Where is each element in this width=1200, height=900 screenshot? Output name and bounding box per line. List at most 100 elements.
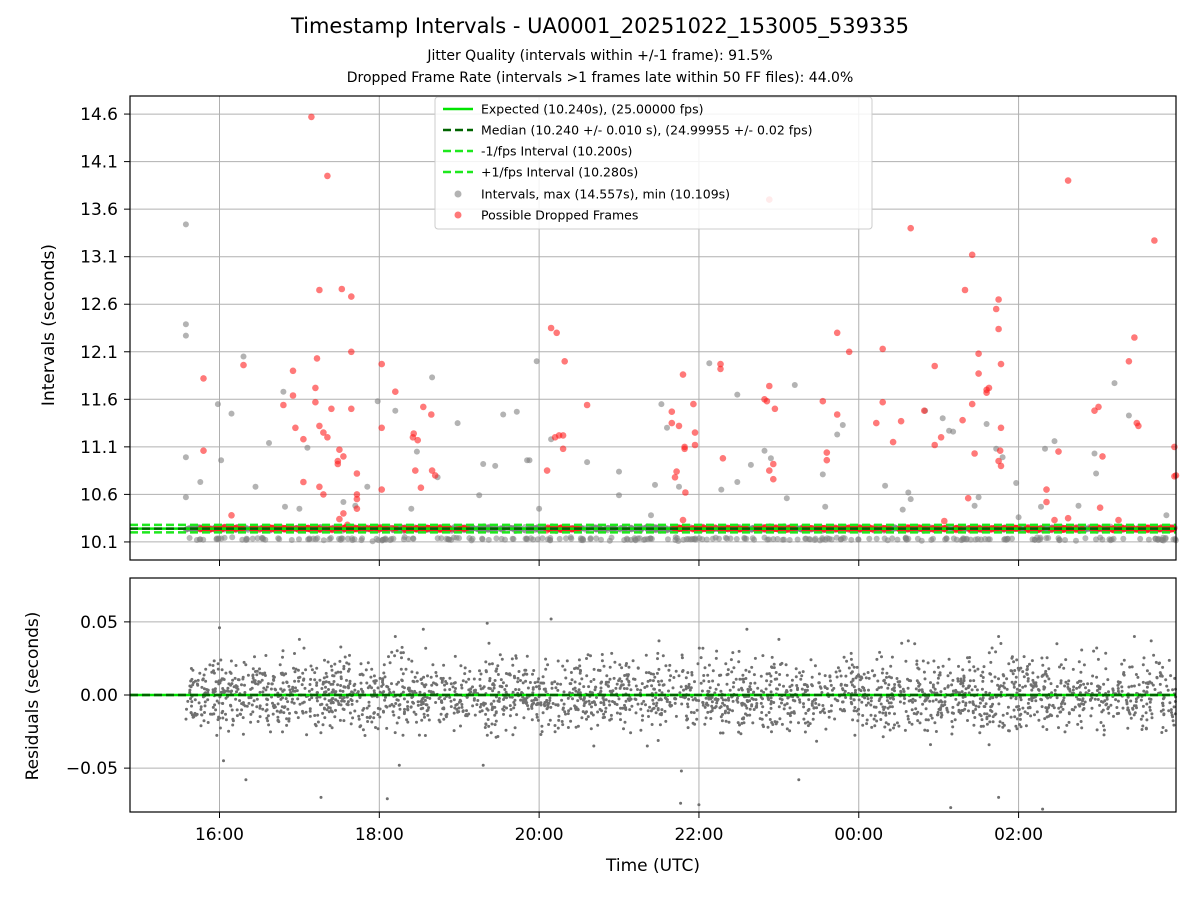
residual-point [719, 673, 723, 677]
residual-point [929, 689, 933, 693]
residual-point [290, 700, 294, 704]
residual-point [600, 709, 604, 713]
residual-point [460, 703, 464, 706]
residual-point [535, 713, 539, 716]
residual-point [956, 677, 960, 681]
residual-point [691, 721, 695, 725]
residual-point [1035, 710, 1039, 714]
residual-point [761, 654, 765, 658]
residual-point [950, 720, 954, 723]
residual-point [486, 718, 490, 721]
residual-point [640, 702, 644, 706]
residual-point [514, 654, 518, 658]
dropped-frame-point [334, 457, 342, 465]
residual-point [1052, 706, 1056, 710]
y-tick-label-9: 14.6 [80, 105, 118, 125]
residual-point [589, 711, 593, 715]
residual-point [531, 691, 535, 695]
dropped-frame-point [668, 408, 676, 416]
residual-point [861, 714, 865, 717]
residual-point [872, 674, 876, 678]
residual-point [553, 730, 557, 734]
residual-point [479, 702, 483, 706]
residual-point [634, 684, 638, 688]
residual-point [411, 679, 415, 683]
residual-point [426, 674, 429, 678]
residual-point [400, 645, 404, 649]
residual-point [849, 657, 853, 661]
dropped-frame-point [975, 350, 982, 358]
residual-point [861, 723, 865, 727]
interval-point [408, 505, 415, 512]
residual-point [783, 703, 787, 707]
residual-point [211, 664, 215, 667]
dropped-frame-point [921, 407, 928, 415]
dropped-frame-point [679, 516, 687, 524]
residual-point [484, 660, 488, 664]
residual-point [689, 710, 693, 714]
interval-low-point [373, 535, 380, 542]
residual-point [439, 676, 443, 680]
interval-low-point [685, 536, 692, 542]
residual-point [1134, 673, 1138, 676]
residual-point [1062, 696, 1066, 700]
residual-point [316, 720, 320, 724]
interval-point [1042, 445, 1048, 452]
residual-point [540, 724, 544, 728]
residual-point [624, 706, 628, 710]
residual-point [851, 718, 855, 722]
residual-point [285, 680, 289, 684]
residual-point [686, 702, 689, 706]
residual-point [498, 653, 502, 657]
y-tick-label-2: 11.1 [80, 438, 118, 458]
residual-point [536, 680, 540, 684]
residual-point [229, 671, 233, 675]
residual-point [419, 707, 423, 711]
residual-point [1150, 716, 1154, 720]
residual-point [1033, 713, 1036, 717]
intervals-panel: 10.110.611.111.612.112.613.113.614.114.6… [39, 95, 1180, 566]
residual-point [448, 688, 452, 691]
interval-low-point [741, 534, 748, 541]
residual-point [454, 687, 457, 690]
residual-point [690, 671, 694, 674]
residual-point [594, 703, 597, 707]
residual-point [810, 675, 814, 679]
residual-point [348, 711, 352, 715]
residual-point [285, 723, 289, 727]
residual-point [1026, 665, 1029, 668]
residual-point [339, 670, 343, 674]
interval-low-point [567, 534, 574, 541]
interval-point [492, 462, 499, 469]
residual-point [828, 679, 832, 683]
residual-point [212, 669, 215, 673]
residual-point [885, 671, 889, 675]
residual-point [1160, 731, 1164, 734]
interval-low-point [672, 537, 679, 543]
interval-point [374, 398, 381, 405]
residual-point [345, 678, 348, 682]
residual-point [348, 679, 352, 683]
residual-point [1011, 672, 1015, 676]
residual-point [768, 683, 772, 687]
residual-point [395, 721, 399, 725]
residual-point [397, 703, 401, 707]
interval-point [882, 482, 889, 489]
residual-point [703, 666, 707, 670]
residual-point [748, 685, 752, 689]
residual-point [744, 712, 747, 716]
residual-point [384, 695, 387, 699]
residual-point [423, 734, 427, 737]
residual-point [870, 669, 874, 673]
interval-low-point [848, 536, 855, 543]
residual-point [853, 691, 857, 695]
residual-point [258, 704, 262, 708]
interval-point [584, 459, 591, 466]
residual-point [1029, 714, 1033, 718]
residual-point [897, 683, 901, 687]
residual-point [493, 723, 497, 727]
residual-point [578, 682, 582, 686]
residual-point [398, 707, 402, 711]
residual-point [1161, 726, 1165, 729]
residual-point [372, 689, 376, 693]
